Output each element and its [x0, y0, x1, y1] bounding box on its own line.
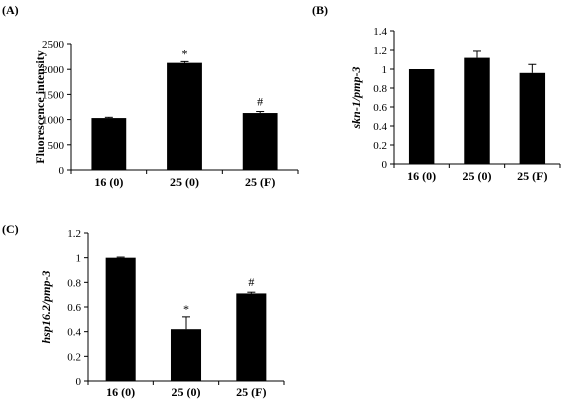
panel-a-label: (A): [2, 3, 19, 17]
panel-c-ytick-label: 1: [76, 253, 82, 265]
panel-a-annotation: *: [182, 46, 188, 60]
panel-a-category-label: 25 (F): [245, 175, 275, 189]
panel-c-category-label: 25 (F): [236, 385, 266, 399]
panel-a-ytick-label: 1000: [42, 115, 65, 127]
panel-a-category-label: 25 (0): [170, 175, 199, 189]
panel-c-ytick-label: 0.8: [67, 277, 81, 289]
panel-a-category-label: 16 (0): [94, 175, 123, 189]
panel-a: (A) 0 500 1000 1500 2000 2500 16 (0) * 25 (0) #25…: [2, 3, 299, 189]
panel-c-y-axis-label: hsp16.2/pmp-3: [39, 270, 53, 343]
panel-c-bar: [170, 329, 202, 381]
panel-a-ytick-label: 1500: [42, 89, 65, 101]
panel-a-bar: [167, 62, 202, 171]
panel-a-ytick-label: 0: [59, 165, 65, 177]
panel-b-category-label: 16 (0): [407, 169, 436, 183]
panel-b-bar: [519, 72, 546, 164]
panel-b-category-label: 25 (0): [463, 169, 492, 183]
panel-b-ytick-label: 0.2: [373, 140, 387, 152]
panel-b-ytick-label: 0.4: [373, 121, 387, 133]
panel-a-ytick-label: 500: [48, 140, 65, 152]
panel-b-ytick-label: 0: [382, 159, 388, 171]
panel-b-ytick-label: 0.8: [373, 83, 387, 95]
panel-c-category-label: 25 (0): [172, 385, 201, 399]
panel-c-ytick-label: 0.2: [67, 351, 81, 363]
panel-c-category-label: 16 (0): [106, 385, 135, 399]
panel-c-annotation: *: [183, 302, 189, 316]
panel-b-ytick-label: 1: [382, 64, 388, 76]
panel-b: (B) 0 0.2 0.4 0.6 0.8 1 1.2 1.4 16 (0) 25 (0) 25 (…: [312, 3, 561, 183]
panel-b-bar: [408, 69, 435, 164]
panel-b-y-axis-label: skn-1/pmp-3: [349, 66, 363, 129]
panel-c-ytick-label: 0.6: [67, 302, 81, 314]
panel-a-bar: [91, 118, 127, 170]
panel-a-annotation: #: [257, 95, 263, 109]
panel-a-bar: [242, 113, 278, 170]
panel-b-ytick-label: 1.4: [373, 26, 387, 38]
panel-c-bar: [105, 257, 136, 381]
panel-c-label: (C): [2, 222, 19, 236]
panel-a-ytick-label: 2000: [42, 64, 65, 76]
panel-b-ytick-label: 1.2: [373, 45, 387, 57]
panel-c-ytick-label: 0.4: [67, 327, 81, 339]
panel-a-ytick-label: 2500: [42, 39, 65, 51]
panel-c-ytick-label: 0: [76, 376, 82, 388]
panel-c-annotation: #: [248, 275, 254, 289]
panel-b-ytick-label: 0.6: [373, 102, 387, 114]
panel-b-bar: [464, 57, 490, 164]
panel-c: (C) 0 0.2 0.4 0.6 0.8 1 1.2 16 (0) * 25 (0) #25 (F…: [2, 222, 285, 399]
panel-b-category-label: 25 (F): [517, 169, 547, 183]
panel-a-y-axis-label: Fluorescence intensity: [33, 50, 47, 163]
panel-c-bar: [236, 293, 267, 381]
panel-c-ytick-label: 1.2: [67, 228, 81, 240]
panel-b-label: (B): [312, 3, 328, 17]
